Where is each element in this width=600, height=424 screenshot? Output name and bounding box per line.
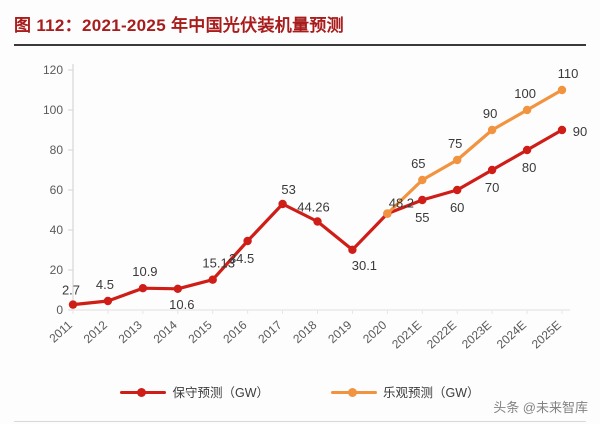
data-point: [418, 175, 427, 185]
data-point: [418, 195, 427, 205]
legend-label-conservative: 保守预测（GW）: [172, 386, 269, 400]
x-tick-label: 2013: [116, 318, 145, 346]
data-point-label: 44.26: [297, 200, 330, 215]
x-tick-label: 2023E: [459, 318, 494, 352]
y-tick-label: 0: [56, 303, 63, 317]
data-point-label: 4.5: [96, 277, 114, 292]
data-point-label: 15.13: [202, 256, 235, 271]
y-tick-label: 20: [50, 263, 64, 277]
y-tick-label: 120: [43, 63, 63, 77]
y-tick-label: 80: [50, 143, 64, 157]
data-point-label: 65: [411, 156, 425, 171]
data-point-label: 70: [485, 180, 499, 195]
data-point-label: 10.6: [169, 297, 194, 312]
legend-item-conservative[interactable]: 保守预测（GW）: [120, 382, 269, 401]
x-tick-label: 2018: [290, 318, 319, 346]
data-point: [243, 236, 252, 246]
data-point: [453, 185, 462, 195]
data-point: [208, 275, 217, 284]
data-point-label: 48.2: [389, 196, 414, 211]
data-point-label: 100: [514, 86, 536, 101]
data-point: [68, 300, 78, 309]
x-tick-label: 2014: [151, 318, 180, 346]
data-point-label: 90: [573, 124, 587, 139]
data-point-label: 80: [522, 160, 536, 175]
data-point-label: 60: [450, 200, 464, 215]
data-point: [383, 209, 392, 218]
x-tick-label: 2021E: [389, 318, 424, 352]
line-chart: 0 20 40 60 80 100 120 2011 2012 2013 2014 2015 2016…: [43, 63, 587, 351]
data-point-label: 75: [448, 136, 462, 151]
data-point: [557, 85, 567, 95]
x-tick-label: 2020: [360, 318, 389, 346]
data-point-label: 55: [415, 210, 429, 225]
data-point: [487, 125, 497, 135]
y-axis: 0 20 40 60 80 100 120: [43, 63, 570, 317]
series-layer: [68, 85, 567, 309]
y-tick-label: 60: [50, 183, 64, 197]
data-point: [348, 245, 357, 254]
watermark: 头条 @未来智库: [493, 400, 588, 415]
data-point: [522, 145, 532, 155]
data-point-label: 2.7: [62, 283, 80, 298]
y-tick-label: 40: [50, 223, 64, 237]
legend-swatch-conservative: [120, 387, 167, 397]
bottom-divider: [14, 421, 586, 422]
title-bar: 图 112：2021-2025 年中国光伏装机量预测: [14, 14, 586, 44]
x-axis: 2011 2012 2013 2014 2015 2016 2017 2018 2019 2020…: [46, 310, 564, 351]
data-point: [278, 199, 287, 209]
x-tick-label: 2011: [46, 318, 75, 346]
data-point: [522, 105, 532, 115]
y-tick-label: 100: [43, 103, 63, 117]
legend-label-optimistic: 乐观预测（GW）: [383, 386, 480, 400]
data-point: [138, 284, 148, 293]
chart-legend: 保守预测（GW） 乐观预测（GW）: [0, 382, 600, 401]
series-line: [385, 88, 564, 216]
title-divider: [14, 44, 586, 46]
page-title: 图 112：2021-2025 年中国光伏装机量预测: [14, 16, 344, 35]
data-point: [173, 284, 182, 293]
x-tick-label: 2019: [325, 318, 354, 346]
legend-item-optimistic[interactable]: 乐观预测（GW）: [331, 382, 480, 401]
data-point: [487, 165, 497, 175]
data-point-label: 30.1: [352, 258, 377, 273]
data-point-label: 34.5: [229, 251, 254, 266]
data-point-label: 10.9: [132, 264, 157, 279]
data-point: [103, 296, 113, 306]
legend-swatch-optimistic: [331, 387, 377, 397]
data-point: [557, 125, 567, 135]
data-point: [313, 217, 322, 226]
data-point-label: 53: [281, 182, 295, 197]
x-tick-label: 2022E: [424, 318, 459, 352]
x-tick-label: 2025E: [529, 318, 564, 352]
data-point-label: 110: [558, 66, 579, 81]
x-tick-label: 2024E: [494, 318, 529, 352]
data-point-label: 90: [483, 106, 497, 121]
data-point: [453, 155, 462, 165]
x-tick-label: 2016: [220, 318, 249, 346]
plot-area: 0 20 40 60 80 100 120 2011 2012 2013 2014 2015 2016…: [0, 52, 600, 424]
x-tick-label: 2017: [255, 318, 284, 346]
x-tick-label: 2012: [81, 318, 110, 346]
x-tick-label: 2015: [186, 318, 215, 346]
